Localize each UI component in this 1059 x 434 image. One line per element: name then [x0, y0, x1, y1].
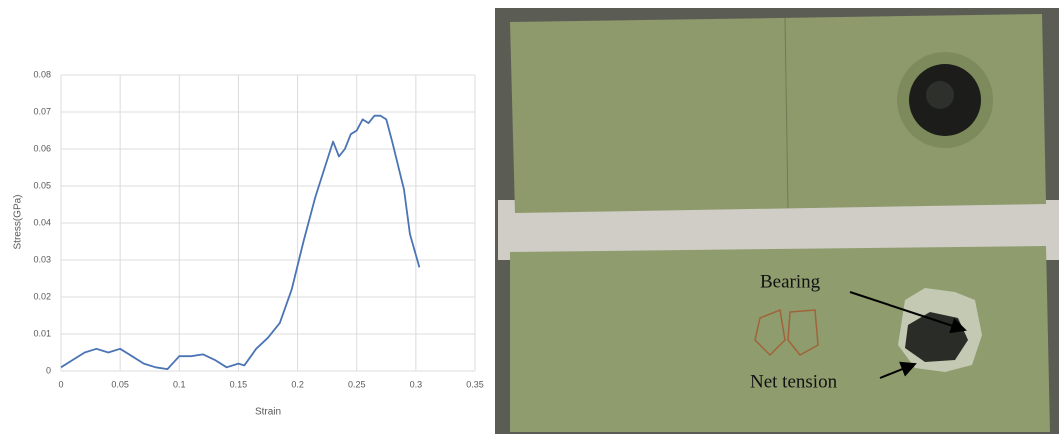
x-tick-label: 0.35: [466, 379, 484, 389]
x-tick-label: 0.25: [348, 379, 366, 389]
x-tick-label: 0.1: [173, 379, 186, 389]
x-tick-label: 0.15: [230, 379, 248, 389]
photo-label: Bearing: [760, 271, 821, 292]
y-tick-label: 0.03: [33, 254, 51, 264]
photo-label: Net tension: [750, 371, 838, 392]
y-tick-label: 0.08: [33, 69, 51, 79]
y-tick-label: 0.02: [33, 291, 51, 301]
y-tick-label: 0: [46, 365, 51, 375]
chart: 0 0.01 0.02 0.03 0.04 0.05 0.06 0.07 0.08 0 0.05 0.…: [33, 69, 483, 389]
x-tick-label: 0.05: [111, 379, 129, 389]
x-tick-label: 0.2: [291, 379, 304, 389]
y-tick-label: 0.05: [33, 180, 51, 190]
x-tick-label: 0: [58, 379, 63, 389]
y-axis-label: Stress(GPa): [13, 194, 24, 249]
y-tick-label: 0.04: [33, 217, 51, 227]
y-tick-label: 0.07: [33, 106, 51, 116]
x-axis-label: Strain: [255, 407, 281, 418]
y-tick-label: 0.06: [33, 143, 51, 153]
y-tick-label: 0.01: [33, 328, 51, 338]
data-line: [60, 114, 421, 371]
photo: [495, 8, 1059, 434]
x-tick-label: 0.3: [410, 379, 423, 389]
